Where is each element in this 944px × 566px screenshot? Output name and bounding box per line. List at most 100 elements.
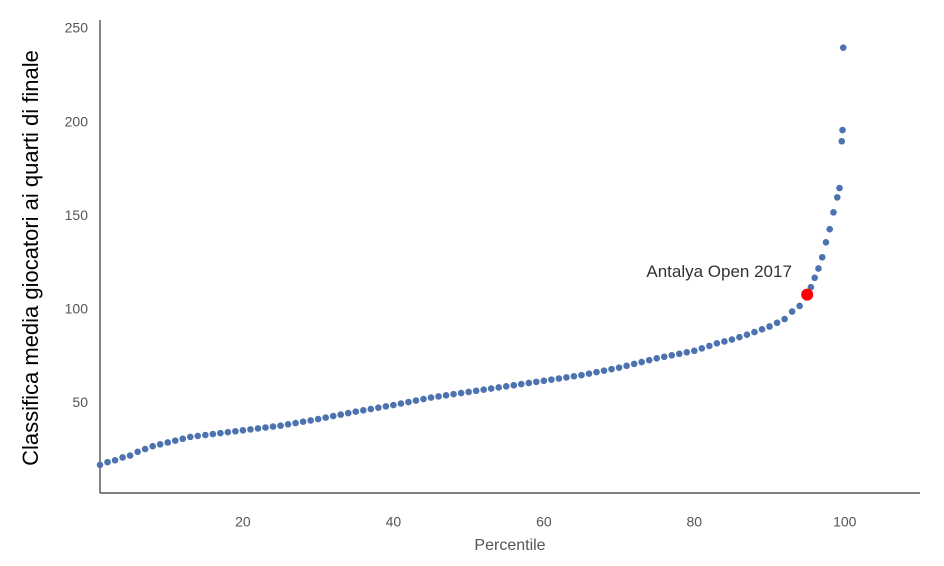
point bbox=[269, 423, 277, 430]
point bbox=[838, 137, 846, 145]
point bbox=[570, 372, 578, 380]
point bbox=[826, 225, 834, 233]
point bbox=[788, 308, 796, 315]
point bbox=[442, 392, 450, 399]
point bbox=[307, 417, 314, 424]
point bbox=[405, 398, 412, 406]
point bbox=[375, 404, 382, 411]
point bbox=[548, 376, 555, 383]
point bbox=[202, 431, 209, 439]
point bbox=[367, 405, 375, 413]
point bbox=[149, 442, 156, 450]
point bbox=[608, 365, 615, 373]
point bbox=[217, 429, 224, 437]
point bbox=[194, 432, 202, 440]
point bbox=[683, 349, 691, 356]
point bbox=[585, 370, 593, 377]
point bbox=[224, 428, 232, 436]
point bbox=[352, 408, 360, 415]
point bbox=[141, 445, 149, 453]
point bbox=[623, 362, 630, 370]
point bbox=[104, 458, 111, 466]
point bbox=[156, 441, 164, 448]
point bbox=[653, 354, 660, 362]
point bbox=[277, 422, 284, 429]
point bbox=[487, 385, 495, 392]
point bbox=[179, 435, 187, 443]
point bbox=[713, 340, 721, 347]
point bbox=[533, 378, 540, 386]
point bbox=[736, 333, 743, 341]
x-tick-label: 100 bbox=[833, 514, 857, 530]
point bbox=[337, 411, 345, 418]
point bbox=[450, 390, 457, 398]
point bbox=[728, 336, 736, 343]
annotation: Antalya Open 2017 bbox=[646, 262, 792, 281]
point bbox=[397, 400, 405, 407]
point bbox=[743, 331, 751, 339]
point bbox=[751, 328, 758, 336]
point bbox=[815, 265, 822, 272]
point bbox=[706, 342, 713, 350]
point bbox=[525, 379, 533, 387]
y-tick-label: 150 bbox=[65, 207, 89, 223]
point bbox=[465, 388, 472, 396]
point bbox=[540, 377, 548, 385]
point bbox=[839, 126, 846, 134]
point bbox=[773, 319, 781, 327]
highlight-point bbox=[801, 288, 814, 301]
point bbox=[119, 454, 126, 461]
point bbox=[262, 424, 269, 431]
point bbox=[839, 44, 847, 52]
point bbox=[96, 461, 104, 469]
point bbox=[329, 412, 337, 420]
point bbox=[675, 350, 683, 358]
point bbox=[435, 393, 442, 400]
x-tick-label: 60 bbox=[536, 514, 552, 530]
point bbox=[472, 387, 480, 395]
x-tick-label: 40 bbox=[386, 514, 402, 530]
y-tick-label: 100 bbox=[65, 300, 89, 316]
point bbox=[766, 323, 773, 330]
point bbox=[510, 381, 518, 389]
point bbox=[781, 315, 788, 323]
point bbox=[578, 371, 585, 379]
point bbox=[796, 302, 803, 310]
point bbox=[111, 456, 119, 464]
point bbox=[247, 426, 254, 433]
point bbox=[758, 325, 766, 333]
point bbox=[164, 439, 172, 446]
point bbox=[502, 383, 510, 390]
x-tick-label: 20 bbox=[235, 514, 251, 530]
point bbox=[412, 397, 420, 404]
point bbox=[292, 419, 299, 427]
point bbox=[186, 433, 194, 441]
point bbox=[811, 274, 818, 282]
point bbox=[630, 360, 638, 368]
point bbox=[360, 407, 367, 414]
point bbox=[645, 356, 653, 364]
point bbox=[382, 403, 390, 410]
point bbox=[390, 401, 397, 409]
point bbox=[495, 384, 503, 391]
point bbox=[593, 368, 600, 376]
point bbox=[830, 209, 837, 216]
point bbox=[660, 353, 668, 361]
point bbox=[638, 358, 645, 366]
point bbox=[833, 194, 841, 201]
point bbox=[721, 338, 728, 345]
point bbox=[615, 364, 623, 371]
point bbox=[668, 351, 676, 359]
point bbox=[517, 380, 525, 388]
point bbox=[691, 347, 698, 355]
point bbox=[239, 427, 247, 434]
point bbox=[600, 367, 608, 374]
point bbox=[171, 437, 179, 444]
x-axis-label: Percentile bbox=[474, 537, 545, 554]
point bbox=[836, 184, 843, 192]
point bbox=[126, 452, 134, 459]
point bbox=[420, 395, 427, 403]
point bbox=[299, 418, 307, 426]
